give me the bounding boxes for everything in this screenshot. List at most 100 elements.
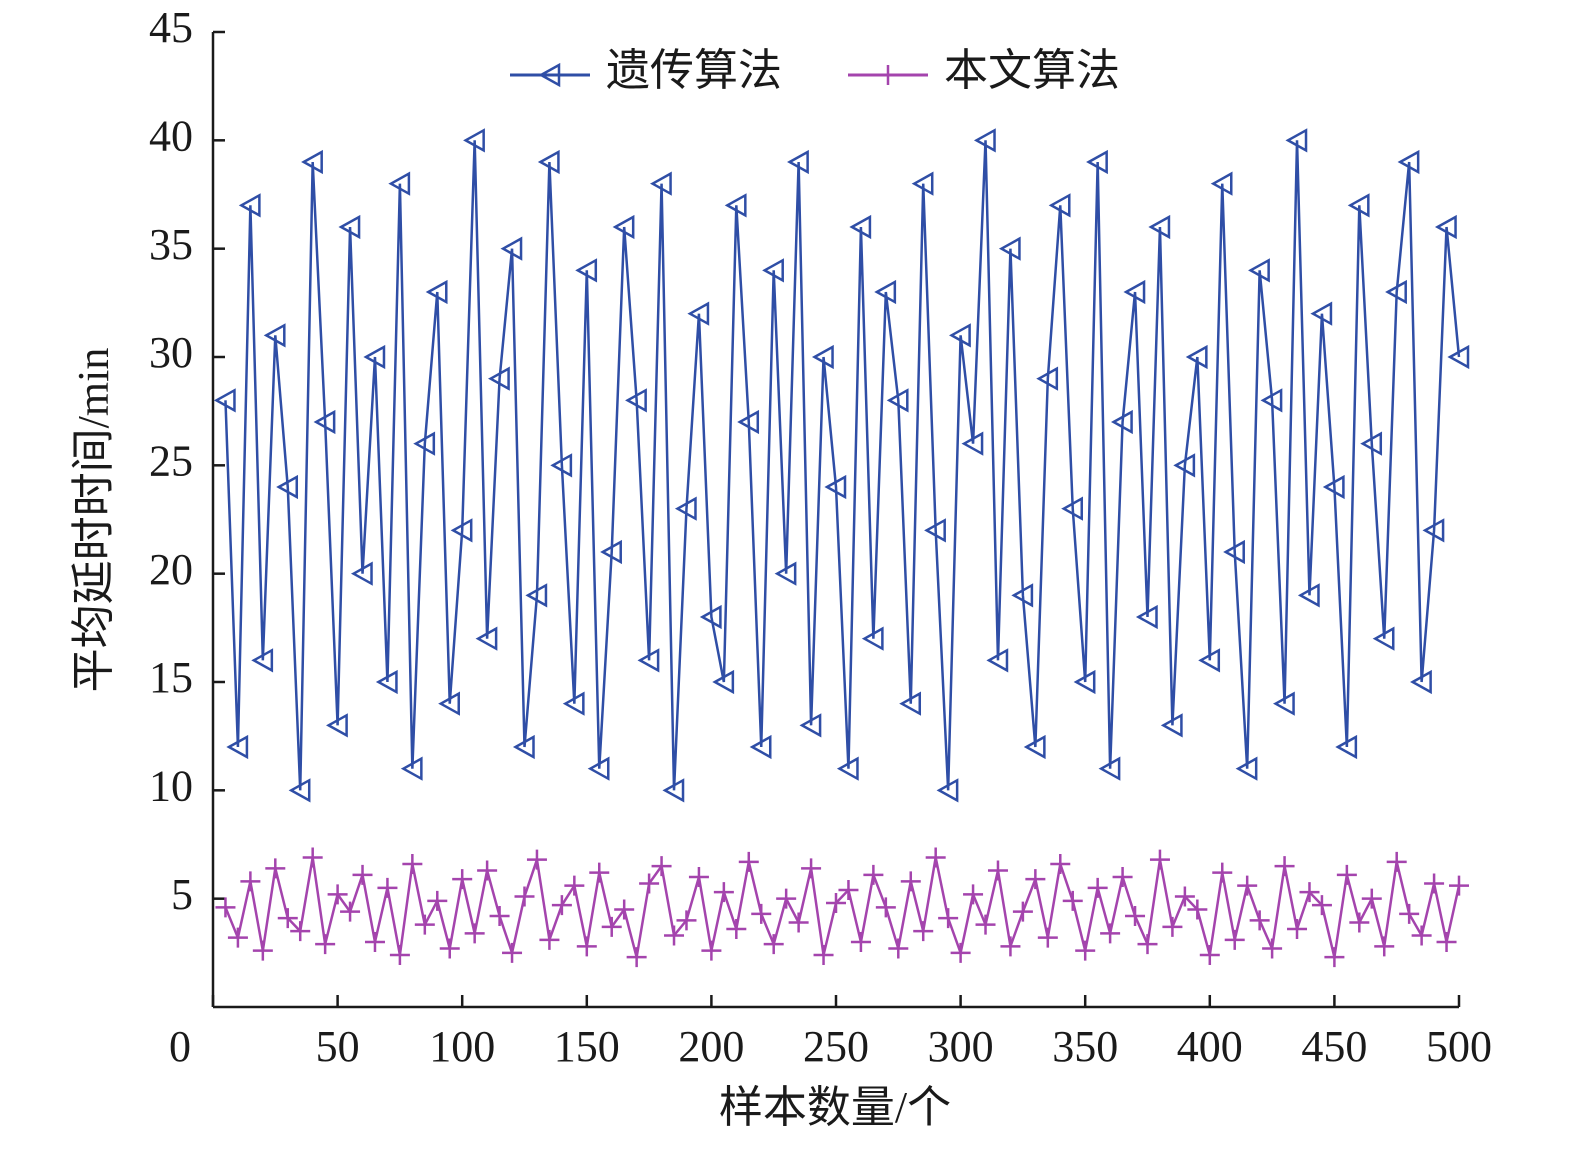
point xyxy=(364,932,385,952)
x-tick-label: 500 xyxy=(1426,1022,1492,1071)
point xyxy=(762,258,784,283)
point xyxy=(763,934,784,955)
point xyxy=(1324,947,1345,968)
point xyxy=(1424,873,1445,894)
point xyxy=(1410,669,1432,695)
point xyxy=(1012,901,1033,922)
point xyxy=(875,897,896,918)
point xyxy=(1434,214,1457,240)
x-tick-label: 0 xyxy=(169,1022,191,1071)
point xyxy=(713,882,734,903)
point xyxy=(514,886,535,907)
point xyxy=(1322,474,1345,500)
point xyxy=(265,858,286,879)
point xyxy=(738,851,759,872)
point xyxy=(1411,925,1432,946)
point xyxy=(251,648,274,673)
point xyxy=(614,899,635,920)
point xyxy=(1249,910,1270,931)
point xyxy=(1036,366,1059,391)
point xyxy=(936,778,959,803)
point xyxy=(1449,875,1469,896)
point xyxy=(1125,906,1146,926)
point xyxy=(824,474,847,500)
point xyxy=(826,893,846,913)
point xyxy=(801,858,822,879)
point xyxy=(1297,583,1320,608)
point xyxy=(352,864,373,885)
point xyxy=(850,932,871,952)
point xyxy=(925,847,946,868)
point xyxy=(788,912,809,933)
point xyxy=(425,279,448,305)
point xyxy=(1260,388,1283,413)
point xyxy=(726,919,747,939)
point xyxy=(612,214,635,240)
point xyxy=(1135,604,1158,630)
x-tick-label: 350 xyxy=(1052,1022,1118,1071)
point xyxy=(998,236,1021,261)
point xyxy=(1360,431,1383,456)
point xyxy=(238,193,261,218)
point xyxy=(302,847,323,868)
point xyxy=(327,884,348,905)
point xyxy=(1160,713,1183,738)
x-tick-label: 200 xyxy=(678,1022,744,1071)
point xyxy=(1262,938,1283,959)
x-tick-label: 450 xyxy=(1301,1022,1367,1071)
point xyxy=(464,923,485,944)
point xyxy=(874,279,897,305)
point xyxy=(639,873,660,894)
point xyxy=(600,539,622,565)
point xyxy=(1062,890,1083,911)
x-axis-label: 样本数量/个 xyxy=(719,1083,951,1132)
point xyxy=(438,691,460,716)
point xyxy=(525,583,548,608)
point xyxy=(886,388,909,413)
point xyxy=(587,756,610,781)
point xyxy=(911,171,934,196)
point xyxy=(1299,882,1320,903)
x-tick-label: 150 xyxy=(554,1022,620,1071)
point xyxy=(1336,864,1357,885)
point xyxy=(1199,945,1220,965)
point xyxy=(1112,867,1133,887)
point xyxy=(1285,128,1308,153)
point xyxy=(427,890,448,911)
point xyxy=(688,867,709,887)
legend-label: 遗传算法 xyxy=(606,46,782,95)
x-tick-label: 400 xyxy=(1177,1022,1243,1071)
x-tick-label: 50 xyxy=(316,1022,360,1071)
y-tick-label: 30 xyxy=(149,328,193,377)
point xyxy=(975,914,996,935)
point xyxy=(649,171,672,196)
point xyxy=(699,604,722,630)
y-tick-label: 5 xyxy=(171,870,193,919)
point xyxy=(724,193,747,218)
point xyxy=(1098,756,1121,781)
point xyxy=(938,908,959,929)
point xyxy=(1436,932,1457,952)
point xyxy=(1037,927,1058,948)
y-tick-label: 25 xyxy=(149,436,193,485)
point xyxy=(575,258,598,283)
point xyxy=(1198,648,1221,673)
point xyxy=(1162,916,1183,937)
point xyxy=(1372,626,1395,651)
point xyxy=(439,938,460,959)
legend-marker xyxy=(878,65,898,85)
point xyxy=(488,366,510,391)
point xyxy=(452,869,473,890)
point xyxy=(1237,875,1258,896)
point xyxy=(240,871,261,892)
point xyxy=(537,149,560,175)
point xyxy=(1347,193,1370,218)
y-tick-label: 10 xyxy=(149,761,193,810)
y-tick-label: 45 xyxy=(149,3,193,52)
point xyxy=(326,713,348,738)
point xyxy=(277,908,298,929)
point xyxy=(564,875,585,896)
point xyxy=(1210,171,1233,196)
point xyxy=(986,648,1009,673)
